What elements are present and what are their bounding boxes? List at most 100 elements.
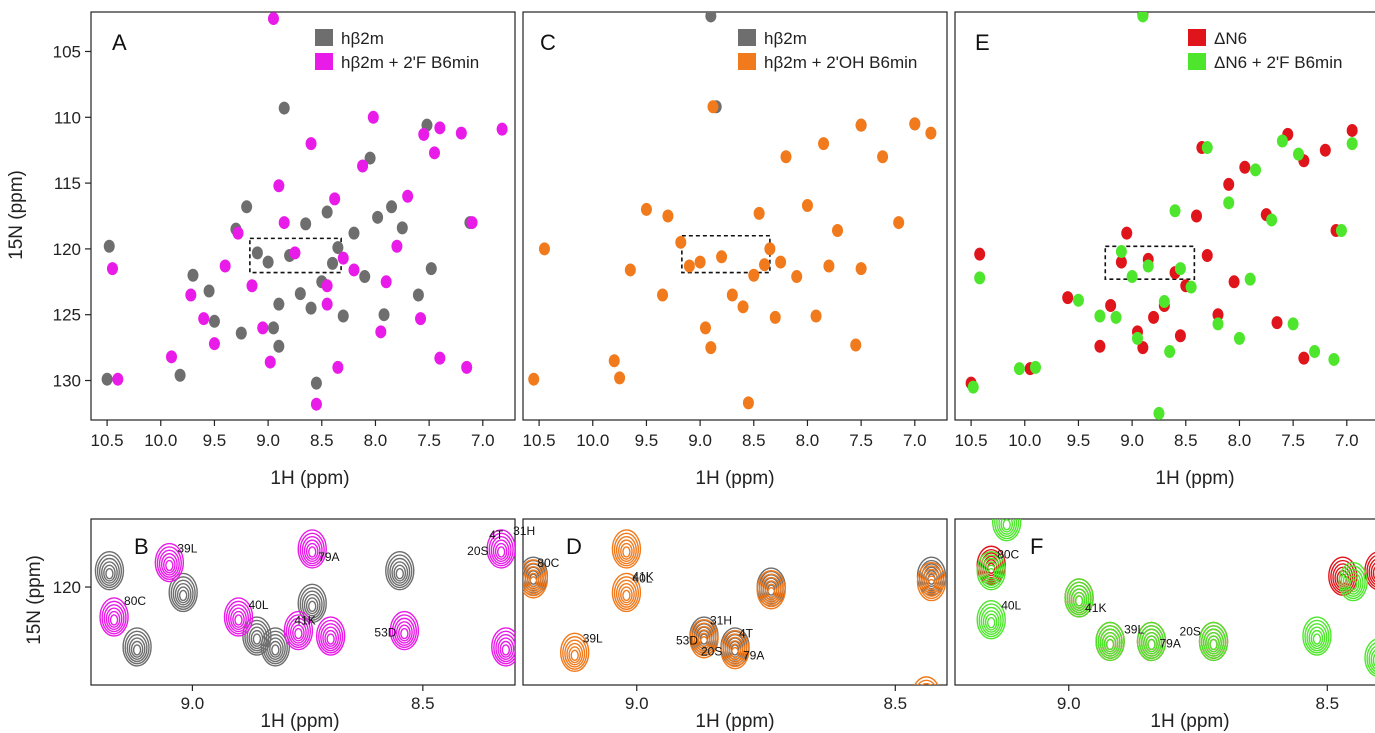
contour-ring [101, 600, 127, 635]
peak-label: 40L [1001, 599, 1021, 613]
contour-ring [326, 633, 335, 645]
contour-ring [292, 624, 305, 642]
peak-label: 39L [1124, 622, 1144, 636]
contour-peak-green [976, 551, 1006, 591]
contour-ring [529, 576, 538, 588]
contour-ring [925, 570, 938, 588]
x-tick-label: 9.0 [181, 694, 205, 713]
peak-orange [707, 100, 719, 114]
contour-ring [170, 576, 196, 610]
contour-ring [699, 636, 709, 648]
peak-red [1346, 123, 1358, 137]
panel-d-frame [522, 518, 948, 686]
peak-orange [775, 255, 787, 269]
y-tick-label: 115 [54, 174, 81, 193]
contour-ring [395, 568, 404, 580]
peak-green [1250, 163, 1262, 177]
peak-grey [305, 301, 317, 315]
y-axis-title-a: 15N (ppm) [6, 170, 27, 260]
contour-ring [1198, 621, 1229, 662]
contour-peak-grey [385, 551, 415, 591]
legend-e-swatch-green [1188, 53, 1206, 70]
contour-ring [491, 627, 515, 667]
contour-ring [766, 587, 776, 599]
contour-ring [154, 542, 185, 583]
peak-label: 80C [124, 594, 146, 608]
peak-grey [348, 226, 360, 240]
contour-ring [1064, 578, 1094, 618]
peak-label: 4T [739, 627, 754, 641]
peak-green [1013, 362, 1025, 376]
peak-label: 53D [676, 634, 698, 648]
contour-peak-grey [94, 551, 125, 591]
contour-ring [982, 610, 1000, 633]
peak-red [1223, 177, 1235, 191]
peak-magenta [348, 263, 360, 277]
peak-green [1072, 293, 1084, 307]
contour-ring [1308, 626, 1326, 650]
peak-magenta [278, 216, 290, 230]
contour-ring [980, 606, 1002, 635]
peak-green [1212, 317, 1224, 331]
peak-green [1346, 137, 1358, 151]
peak-magenta [166, 350, 178, 364]
peak-orange [538, 242, 550, 256]
contour-ring [1072, 591, 1086, 609]
contour-ring [527, 572, 540, 590]
contour-ring [1304, 619, 1330, 654]
contour-peak-magenta [223, 597, 254, 637]
contour-ring [523, 565, 544, 595]
contour-ring [1364, 638, 1375, 677]
peak-orange [694, 255, 706, 269]
peak-label: 79A [1159, 636, 1180, 650]
peaks-group [965, 12, 1358, 420]
panel-e-frame [954, 11, 1375, 421]
contour-ring [128, 637, 146, 661]
y-tick-label: 110 [54, 108, 81, 127]
contour-ring [178, 589, 188, 602]
panel-letter-a: A [112, 30, 127, 55]
peak-orange [716, 250, 728, 264]
peak-orange [818, 137, 830, 151]
contour-ring [615, 579, 637, 608]
contour-ring [562, 636, 588, 670]
peak-orange [737, 300, 749, 314]
contour-ring [305, 597, 319, 615]
contour-ring [923, 572, 940, 595]
peaks-group [528, 12, 937, 410]
x-axis-title-b: 1H (ppm) [260, 711, 339, 732]
legend-e: ΔN6 ΔN6 + 2'F B6min [1188, 29, 1342, 72]
contour-ring [756, 570, 786, 610]
contour-ring [486, 529, 515, 569]
contour-ring [613, 532, 640, 567]
peak-orange [893, 216, 905, 230]
contour-ring [264, 634, 286, 663]
panel-a-plot: 10.5 10.0 9.5 9.0 8.5 8.0 7.5 7.0 105 110 115 120 12… [53, 12, 508, 450]
peak-grey [203, 284, 215, 298]
x-tick-label: 9.5 [635, 431, 659, 450]
contour-ring [1344, 572, 1362, 595]
peak-orange [726, 288, 738, 302]
peak-label: 31H [513, 524, 535, 538]
legend-c-swatch-orange [738, 53, 756, 70]
panel-e-plot: 10.5 10.0 9.5 9.0 8.5 8.0 7.5 7.0 [955, 12, 1359, 450]
contour-ring [982, 555, 1000, 579]
contour-peak-orange [916, 561, 947, 602]
peak-magenta [246, 279, 258, 293]
contour-ring [1366, 555, 1375, 588]
peak-green [1287, 317, 1299, 331]
x-tick-label: 10.0 [576, 431, 609, 450]
peaks-group [523, 529, 947, 685]
x-tick-label: 7.0 [1335, 431, 1359, 450]
peak-magenta [232, 226, 244, 240]
contour-ring [1074, 595, 1084, 607]
peak-magenta [367, 110, 379, 124]
contour-peak-magenta [154, 542, 185, 583]
peak-grey [425, 262, 437, 276]
contour-peak-grey [260, 627, 291, 667]
contour-ring [285, 614, 311, 649]
peak-green [1244, 272, 1256, 286]
contour-ring [1370, 649, 1375, 670]
contour-peak-green [1095, 621, 1125, 662]
contour-peak-magenta [389, 610, 420, 651]
